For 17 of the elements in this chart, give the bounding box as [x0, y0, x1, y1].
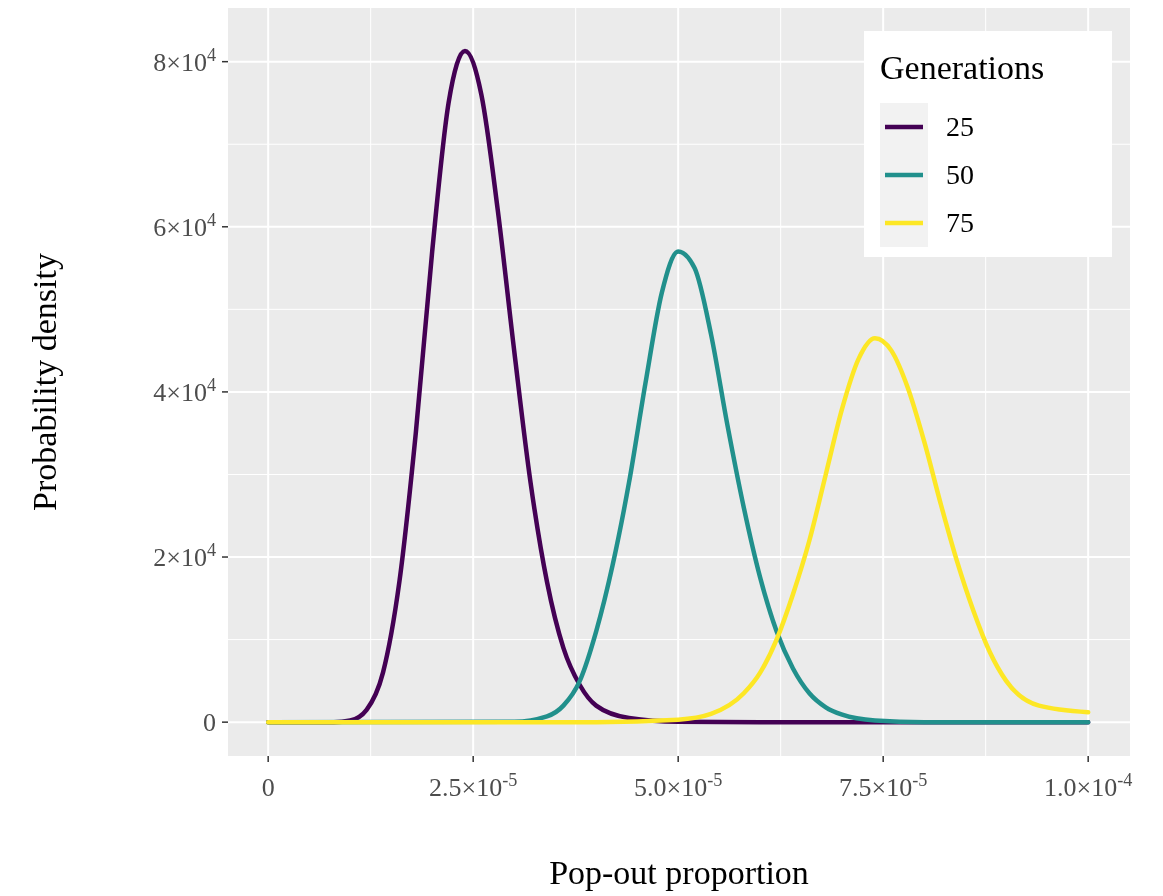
x-tick-label: 7.5×10$^{-5}$	[839, 770, 928, 802]
y-tick-label: 0	[203, 708, 216, 738]
y-tick-label: 6×10$^{4}$	[153, 209, 216, 242]
y-tick-label: 2×10$^{4}$	[153, 540, 216, 573]
y-axis-title: Probability density	[26, 253, 63, 511]
x-tick-label: 1.0×10$^{-4}$	[1044, 770, 1133, 802]
x-tick-label: 5.0×10$^{-5}$	[634, 770, 723, 802]
y-tick-label: 8×10$^{4}$	[153, 44, 216, 77]
legend-title: Generations	[880, 49, 1045, 86]
legend-label: 50	[946, 159, 974, 190]
line-series	[265, 335, 1091, 725]
legend-label: 25	[946, 111, 974, 142]
y-tick-label: 4×10$^{4}$	[153, 374, 216, 407]
x-tick-label: 0	[261, 773, 275, 802]
x-axis-title: Pop-out proportion	[549, 854, 809, 891]
legend-label: 75	[946, 207, 974, 238]
x-tick-label: 2.5×10$^{-5}$	[429, 770, 518, 802]
